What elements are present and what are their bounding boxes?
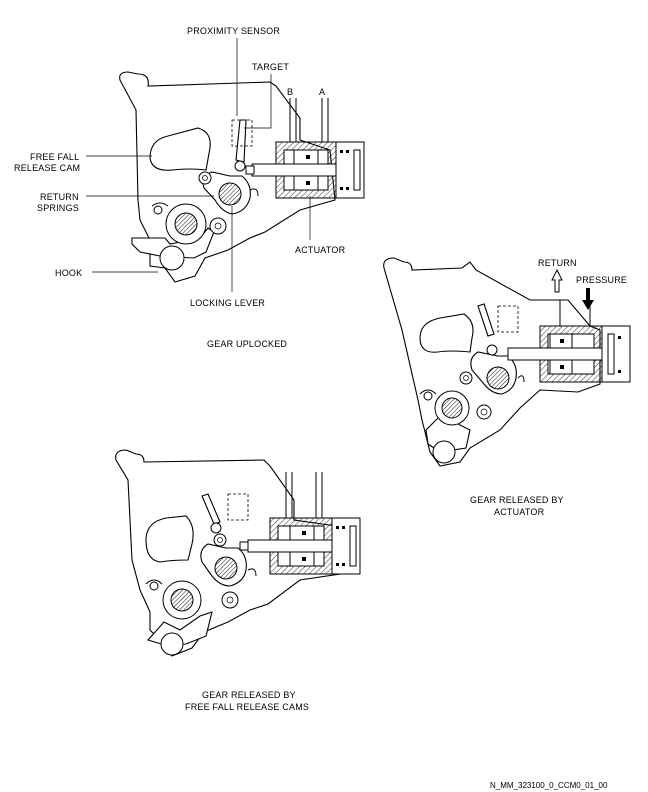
locking-lever-shaft [218,182,242,206]
caption-gear-uplocked: GEAR UPLOCKED [207,339,287,349]
caption-by-freefall-1: GEAR RELEASED BY [202,690,296,700]
return-spring-anchor [153,205,163,215]
label-pressure: PRESSURE [576,275,627,285]
free-fall-cam-actuator-view [419,313,474,353]
hook-roller [159,245,185,271]
caption-by-freefall-2: FREE FALL RELEASE CAMS [185,702,309,712]
figure-id: N_MM_323100_0_CCM0_01_00 [490,781,608,790]
label-b: B [287,87,293,97]
view-gear-uplocked [86,38,365,292]
label-actuator: ACTUATOR [295,245,346,255]
free-fall-release-cam [149,127,211,171]
proximity-sensor [231,119,253,147]
hook-spring-pin [209,217,227,235]
label-proximity-sensor: PROXIMITY SENSOR [187,26,280,36]
label-a: A [319,87,325,97]
view-released-by-free-fall [115,449,361,657]
label-release-cam: RELEASE CAM [14,163,80,173]
label-hook: HOOK [55,268,82,278]
view-released-by-actuator [383,257,631,467]
caption-by-actuator-1: GEAR RELEASED BY [470,495,564,505]
label-springs: SPRINGS [37,203,79,213]
caption-by-actuator-2: ACTUATOR [494,507,545,517]
label-locking-lever: LOCKING LEVER [190,298,265,308]
pressure-arrow [582,288,594,310]
actuator [245,98,365,199]
label-return-flow: RETURN [538,258,577,268]
label-free-fall: FREE FALL [30,152,79,162]
label-return: RETURN [40,192,79,202]
label-target: TARGET [252,62,289,72]
hook [131,227,215,259]
return-arrow [551,268,563,293]
free-fall-cam-rotated [145,515,194,563]
hook-pivot-shaft [174,212,198,236]
